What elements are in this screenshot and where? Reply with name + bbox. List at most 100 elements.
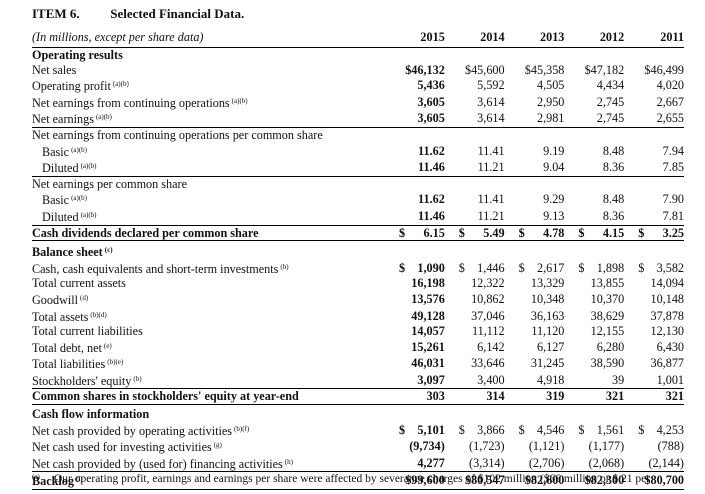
value-cell: 7.94 (662, 143, 684, 158)
value-cell: 2,981 (504, 110, 565, 128)
year-header: 2014 (444, 27, 505, 48)
value-cell (564, 405, 624, 422)
value-cell: $80,700 (624, 471, 684, 491)
row-label: Operating profit (a)(b) (32, 77, 385, 94)
table-row: Total debt, net (e) 15,261 6,142 6,127 6,280 6… (32, 339, 684, 356)
value-cell: 9.29 (543, 192, 565, 207)
footnote-reference: (h) (284, 457, 293, 466)
row-label: Cash, cash equivalents and short-term in… (32, 260, 385, 277)
value-cell: 7.81 (624, 207, 684, 226)
footnote-text: Our operating profit, earnings and earni… (54, 473, 651, 485)
value-text: 4,546 (536, 422, 565, 437)
row-label-text: Total current liabilities (32, 324, 143, 339)
value-cell: 9.19 (543, 143, 565, 158)
value-cell: $3.25 (624, 225, 684, 242)
value-cell: 2,950 (536, 94, 565, 109)
value-cell: 49,128 (411, 308, 445, 323)
row-label: Net earnings from continuing operations … (32, 127, 385, 142)
value-cell: 321 (624, 388, 684, 406)
value-cell: $5,101 (385, 422, 445, 439)
value-cell: 2,745 (564, 110, 625, 128)
footnote-reference: (e) (103, 341, 112, 350)
currency-symbol: $ (458, 225, 465, 240)
table-row: Net earnings (a)(b) 3,605 3,614 2,981 2,745 2,… (32, 110, 684, 128)
value-cell: 3,097 (385, 371, 445, 390)
value-cell: 10,862 (471, 291, 505, 306)
value-text: 1,898 (596, 260, 625, 275)
table-row: Basic (a)(b) 11.62 11.41 9.19 8.48 7.94 (32, 143, 684, 160)
footnote-reference: (a)(b) (112, 80, 129, 89)
year-header: 2015 (385, 27, 445, 48)
row-label-text: Goodwill (32, 292, 79, 307)
row-label: Common shares in stockholders' equity at… (32, 388, 385, 406)
table-row: Balance sheet (c) (32, 241, 684, 260)
value-cell: 6,280 (596, 339, 625, 354)
footnote-reference: (a)(b) (80, 210, 97, 219)
value-cell: 2,745 (596, 94, 625, 109)
currency-symbol: $ (638, 225, 645, 240)
footnote-reference: (g) (213, 441, 222, 450)
value-text: 4.15 (602, 225, 625, 240)
footnote-reference: (a)(b) (71, 194, 88, 203)
value-cell: 15,261 (411, 339, 445, 354)
value-cell: 16,198 (411, 276, 445, 291)
value-cell: $1,561 (564, 422, 624, 439)
value-cell: 12,155 (590, 324, 625, 339)
value-cell: 46,031 (411, 356, 445, 371)
row-label-text: Total liabilities (32, 357, 106, 372)
value-text: 1,446 (477, 260, 505, 275)
row-label-text: Net cash used for investing activities (32, 440, 212, 455)
footnote-reference: (b)(e) (107, 358, 124, 367)
value-cell (564, 241, 624, 260)
currency-symbol: $ (399, 422, 406, 437)
footnote-reference: (b)(d) (90, 310, 107, 319)
footnote-reference: (b)(f) (234, 424, 250, 433)
footnote: (a) Our operating profit, earnings and ea… (32, 470, 692, 487)
value-cell (505, 176, 565, 191)
value-text: 3.25 (662, 225, 684, 240)
table-row: Net earnings per common share (32, 176, 684, 191)
value-cell: 11.41 (477, 192, 505, 207)
value-cell: (3,314) (444, 454, 505, 473)
row-label-text: Common shares in stockholders' equity at… (32, 389, 299, 404)
table-row: Basic (a)(b) 11.62 11.41 9.29 8.48 7.90 (32, 191, 684, 208)
value-cell: 9.13 (504, 207, 565, 226)
value-cell: (788) (657, 439, 684, 454)
table-row: Total current liabilities 14,057 11,112 11,… (32, 324, 684, 339)
row-label: Net earnings (a)(b) (32, 110, 385, 128)
value-cell: 5,592 (477, 78, 505, 93)
value-cell: $4.78 (504, 225, 565, 242)
value-cell: $4,546 (505, 422, 565, 439)
row-label: Total debt, net (e) (32, 339, 385, 356)
footnote-reference: (b) (280, 262, 289, 271)
row-label-text: Cash flow information (32, 407, 150, 422)
currency-symbol: $ (399, 260, 406, 275)
value-cell (385, 176, 445, 191)
value-cell: 8.48 (602, 192, 625, 207)
row-label: Net earnings per common share (32, 176, 385, 191)
value-cell: $80,547 (444, 471, 505, 491)
currency-symbol: $ (458, 422, 465, 437)
row-label-text: Operating profit (32, 79, 111, 94)
value-cell: 6,142 (477, 339, 505, 354)
value-cell: 11.21 (444, 159, 505, 177)
currency-symbol: $ (578, 225, 585, 240)
value-cell: 13,855 (590, 276, 625, 291)
value-cell: $46,132 (405, 62, 445, 77)
value-cell: 2,667 (656, 94, 684, 109)
footnote-reference: (a)(b) (80, 162, 97, 171)
value-cell: 1,001 (624, 371, 684, 390)
value-cell: 3,605 (417, 94, 445, 109)
value-cell: 8.36 (564, 207, 625, 226)
value-text: 3,866 (477, 422, 505, 437)
footnote-reference: (i) (75, 475, 83, 484)
row-label-text: Cash, cash equivalents and short-term in… (32, 261, 279, 276)
currency-symbol: $ (518, 260, 525, 275)
value-cell: 14,094 (650, 276, 684, 291)
footnote-reference: (d) (80, 293, 89, 302)
footnote-reference: (a)(b) (95, 113, 112, 122)
currency-symbol: $ (578, 422, 585, 437)
value-cell: (2,144) (624, 454, 684, 473)
value-cell (385, 127, 445, 142)
value-cell: $47,182 (584, 62, 625, 77)
